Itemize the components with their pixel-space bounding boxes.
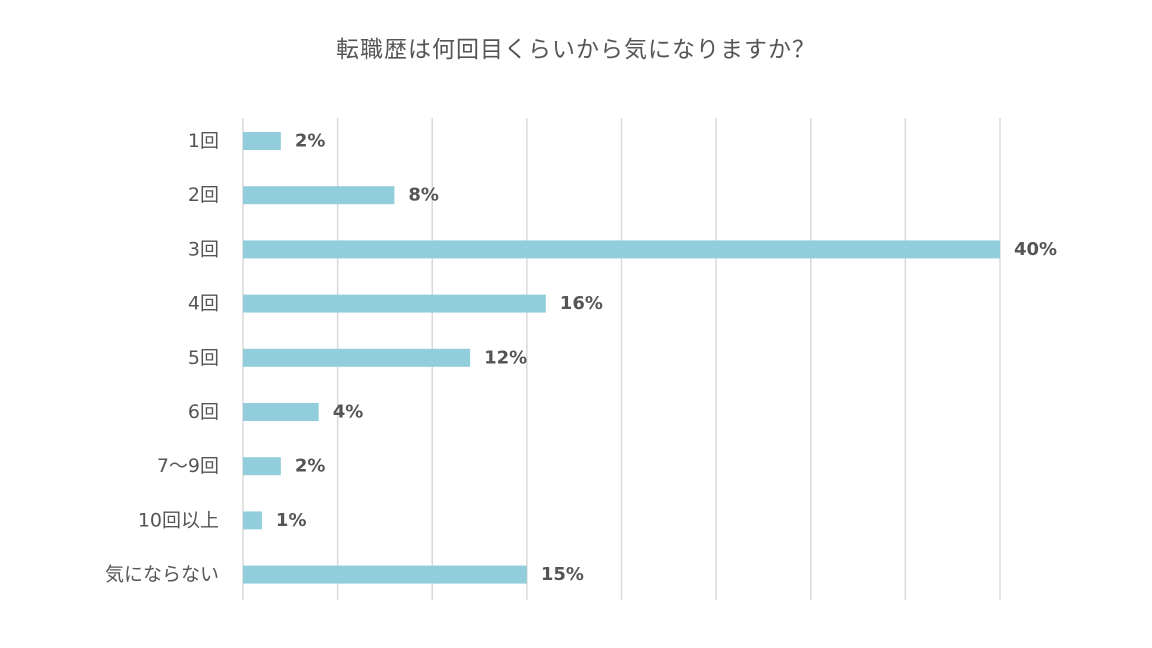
category-label: 5回: [188, 347, 219, 369]
category-label: 4回: [188, 293, 219, 315]
data-label: 15%: [541, 564, 584, 585]
bar: [243, 348, 471, 367]
chart-title: 転職歴は何回目くらいから気になりますか？: [336, 37, 816, 63]
data-label: 16%: [560, 293, 603, 314]
category-label: 3回: [188, 238, 219, 260]
category-label: 10回以上: [138, 509, 219, 531]
bar: [243, 565, 527, 584]
category-label: 2回: [188, 184, 219, 206]
category-label: 6回: [188, 401, 219, 423]
data-label: 2%: [295, 131, 326, 152]
bar: [243, 294, 546, 313]
category-label: 7〜9回: [157, 455, 219, 477]
data-label: 40%: [1014, 239, 1057, 260]
category-label: 気にならない: [105, 564, 219, 586]
bar: [243, 457, 281, 476]
data-label: 1%: [276, 510, 307, 531]
bar: [243, 240, 1000, 259]
value-labels: 2% 8% 40% 16% 12% 4% 2% 1% 15%: [276, 131, 1057, 586]
data-label: 12%: [484, 347, 527, 368]
bar: [243, 403, 319, 421]
category-label: 1回: [188, 130, 219, 152]
bar: [243, 132, 281, 150]
data-label: 4%: [333, 402, 364, 423]
bar: [243, 186, 395, 205]
data-label: 2%: [295, 456, 326, 477]
bar: [243, 511, 262, 530]
bars: [243, 132, 1000, 584]
data-label: 8%: [408, 185, 439, 206]
